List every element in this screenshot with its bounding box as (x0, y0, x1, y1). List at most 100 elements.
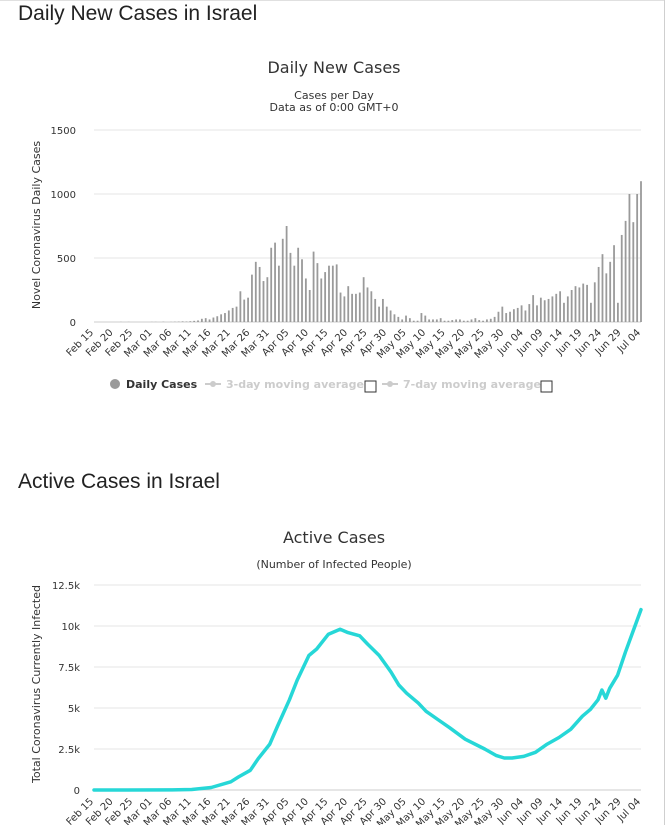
bar-daily-cases (520, 305, 523, 322)
legend-checkbox[interactable] (364, 380, 377, 393)
bar-daily-cases (462, 320, 465, 322)
bar-daily-cases (200, 318, 203, 322)
bar-daily-cases (532, 295, 535, 322)
bar-daily-cases (304, 278, 307, 322)
bar-daily-cases (640, 181, 642, 322)
bar-daily-cases (297, 247, 300, 322)
y-tick-label: 2.5k (58, 745, 80, 756)
bar-daily-cases (582, 283, 585, 322)
bar-daily-cases (301, 259, 303, 322)
bar-daily-cases (393, 314, 396, 322)
bar-daily-cases (470, 319, 473, 322)
active-cases-chart: Active Cases (Number of Infected People)… (30, 528, 644, 825)
chart-title: Daily New Cases (267, 58, 400, 77)
bar-daily-cases (524, 310, 527, 322)
bar-daily-cases (447, 320, 450, 322)
bar-daily-cases (616, 302, 619, 322)
bar-daily-cases (231, 307, 234, 322)
bar-daily-cases (466, 320, 469, 322)
bar-daily-cases (509, 311, 511, 322)
bar-daily-cases (593, 282, 596, 322)
y-tick-label: 0 (70, 318, 76, 329)
bar-daily-cases (586, 284, 588, 322)
bar-daily-cases (408, 318, 411, 322)
bar-daily-cases (370, 291, 373, 322)
legend-checkbox[interactable] (540, 380, 553, 393)
bar-daily-cases (343, 296, 346, 322)
bar-daily-cases (528, 304, 531, 322)
y-tick-label: 0 (74, 786, 80, 797)
legend-marker (210, 381, 216, 387)
bar-daily-cases (227, 310, 230, 322)
bar-daily-cases (293, 265, 296, 322)
bar-daily-cases (424, 315, 427, 322)
bar-daily-cases (385, 306, 388, 322)
bar-daily-cases (578, 287, 581, 322)
bar-daily-cases (559, 291, 562, 322)
y-axis-title: Total Coronavirus Currently Infected (30, 585, 43, 784)
y-tick-label: 10k (61, 622, 80, 633)
bar-daily-cases (366, 287, 369, 322)
bar-daily-cases (478, 320, 481, 322)
bar-daily-cases (254, 261, 257, 322)
bar-daily-cases (605, 273, 608, 322)
legend: Daily Cases 3-day moving average 7-day m… (110, 378, 553, 393)
bar-daily-cases (443, 320, 446, 322)
y-axis-ticks: 0 2.5k 5k 7.5k 10k 12.5k (52, 581, 80, 797)
bar-daily-cases (247, 297, 249, 322)
bar-daily-cases (482, 320, 484, 322)
bar-series (120, 181, 642, 322)
bar-daily-cases (335, 264, 338, 322)
bar-daily-cases (382, 298, 384, 322)
bar-daily-cases (262, 281, 265, 322)
legend-item-daily-cases[interactable]: Daily Cases (110, 378, 198, 391)
bar-daily-cases (489, 318, 492, 322)
bar-daily-cases (459, 319, 461, 322)
bar-daily-cases (339, 292, 342, 322)
bar-daily-cases (289, 252, 292, 322)
bar-daily-cases (181, 321, 184, 322)
bar-daily-cases (212, 317, 215, 322)
legend-item-3-day-average[interactable]: 3-day moving average (205, 378, 377, 393)
bar-daily-cases (347, 286, 350, 322)
bar-daily-cases (597, 266, 600, 322)
top-border (0, 0, 665, 1)
bar-daily-cases (274, 242, 276, 322)
bar-daily-cases (551, 296, 554, 322)
bar-daily-cases (204, 318, 207, 322)
bar-daily-cases (439, 318, 442, 322)
bar-daily-cases (613, 245, 615, 322)
bar-daily-cases (251, 274, 253, 322)
bar-daily-cases (566, 296, 569, 322)
bar-daily-cases (539, 297, 542, 322)
legend-item-7-day-average[interactable]: 7-day moving average (382, 378, 553, 393)
bar-daily-cases (493, 316, 496, 322)
legend-label: 3-day moving average (226, 378, 364, 391)
bar-daily-cases (547, 298, 550, 322)
series-line-active-cases (92, 607, 643, 792)
bar-daily-cases (632, 222, 635, 322)
bar-daily-cases (543, 300, 546, 322)
bar-daily-cases (281, 238, 284, 322)
bar-daily-cases (324, 272, 327, 322)
bar-daily-cases (355, 293, 357, 322)
bar-daily-cases (636, 194, 639, 322)
bar-daily-cases (501, 306, 504, 322)
bar-daily-cases (512, 309, 515, 322)
bar-daily-cases (397, 316, 400, 322)
bar-daily-cases (516, 307, 519, 322)
bar-daily-cases (609, 261, 612, 322)
bar-daily-cases (320, 278, 323, 322)
bar-daily-cases (312, 251, 315, 322)
legend-label: Daily Cases (126, 378, 198, 391)
bar-daily-cases (555, 293, 558, 322)
bar-daily-cases (374, 298, 377, 322)
bar-daily-cases (351, 293, 353, 322)
bar-daily-cases (455, 319, 457, 322)
bar-daily-cases (243, 299, 246, 322)
section-heading-daily-cases: Daily New Cases in Israel (18, 2, 258, 25)
bar-daily-cases (416, 320, 419, 322)
bar-daily-cases (628, 194, 631, 322)
bar-daily-cases (208, 319, 211, 322)
